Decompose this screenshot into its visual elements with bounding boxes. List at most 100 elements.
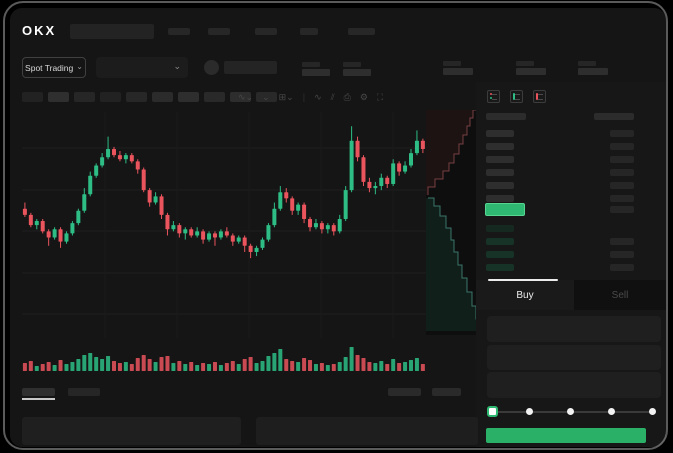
bid-amount-placeholder: [610, 238, 634, 245]
slider-stop-25[interactable]: [526, 408, 534, 415]
stat-value-placeholder: [578, 68, 608, 75]
nav-item-1[interactable]: [168, 28, 190, 35]
toolbar-tab-4[interactable]: [100, 92, 121, 102]
ticker-stat-2: [516, 61, 548, 76]
tab-buy[interactable]: Buy: [476, 280, 574, 310]
mini-stat-1: [302, 62, 332, 76]
pair-dropdown[interactable]: ⌄: [96, 57, 188, 78]
bid-row-4[interactable]: [486, 261, 634, 274]
ask-price-placeholder: [486, 156, 514, 163]
brand-placeholder: [70, 24, 154, 39]
bid-row-3[interactable]: [486, 248, 634, 261]
sell-tab-label: Sell: [611, 289, 629, 301]
okx-trading-app: OKX Spot Trading ⌄ ⌄ ∿⌄ ⌄ ⊞⌄ | ∿ ⫽ ⎙ ⚙ ⛶: [10, 8, 666, 447]
snapshot-icon[interactable]: ⎙: [343, 91, 351, 102]
last-price-row: [485, 203, 634, 216]
slider-stop-75[interactable]: [607, 408, 615, 415]
ask-row-4[interactable]: [486, 166, 634, 179]
stat-label-placeholder: [302, 62, 320, 67]
ask-amount-placeholder: [610, 182, 634, 189]
stat-value-placeholder: [443, 68, 473, 75]
chevron-down-icon: ⌄: [173, 61, 181, 71]
slider-handle[interactable]: [487, 406, 498, 417]
toolbar-tab-8[interactable]: [204, 92, 225, 102]
nav-item-3[interactable]: [255, 28, 277, 35]
toolbar-tab-3[interactable]: [74, 92, 95, 102]
price-column-header: [486, 113, 526, 120]
chevron-down-icon: ⌄: [76, 62, 83, 71]
toolbar-tab-5[interactable]: [126, 92, 147, 102]
toolbar-tab-2[interactable]: [48, 92, 69, 102]
orders-panel-placeholder: [22, 417, 241, 445]
ticker-stat-3: [578, 61, 610, 76]
toolbar-tab-7[interactable]: [178, 92, 199, 102]
ask-rows: [486, 127, 634, 205]
ask-price-placeholder: [486, 143, 514, 150]
tab-sell[interactable]: Sell: [574, 280, 666, 310]
nav-item-2[interactable]: [208, 28, 230, 35]
interval-dropdown-icon[interactable]: ⌄: [262, 91, 270, 102]
amount-slider[interactable]: [487, 406, 657, 417]
ask-amount-placeholder: [610, 130, 634, 137]
nav-item-4[interactable]: [300, 28, 318, 35]
bid-row-2[interactable]: [486, 235, 634, 248]
fullscreen-icon[interactable]: ⛶: [376, 91, 384, 102]
ask-row-1[interactable]: [486, 127, 634, 140]
bids-book-icon[interactable]: [510, 90, 523, 103]
orders-panel-placeholder-2: [256, 417, 478, 445]
chart-style-icon[interactable]: ∿⌄: [238, 91, 254, 102]
toolbar-tab-9[interactable]: [230, 92, 251, 102]
asks-book-icon[interactable]: [533, 90, 546, 103]
indicators-icon[interactable]: ⊞⌄: [278, 91, 294, 102]
stat-value-placeholder: [343, 69, 371, 76]
bid-amount-placeholder: [610, 251, 634, 258]
stat-label-placeholder: [343, 62, 361, 67]
ask-row-6[interactable]: [486, 192, 634, 205]
slider-stop-100[interactable]: [648, 408, 656, 415]
bottom-tab-history[interactable]: [68, 388, 100, 396]
price-chart: [22, 112, 426, 378]
bottom-link-2[interactable]: [432, 388, 461, 396]
bid-price-placeholder: [486, 225, 514, 232]
bid-price-placeholder: [486, 251, 514, 258]
bottom-link-1[interactable]: [388, 388, 421, 396]
separator: |: [302, 92, 306, 102]
pair-icon[interactable]: [204, 60, 219, 75]
ask-row-5[interactable]: [486, 179, 634, 192]
buy-tab-label: Buy: [516, 289, 534, 301]
toolbar-tab-1[interactable]: [22, 92, 43, 102]
depth-chart: [426, 109, 480, 335]
near-ask-amount: [610, 206, 634, 213]
ask-row-3[interactable]: [486, 153, 634, 166]
compare-icon[interactable]: ⫽: [330, 91, 335, 102]
mini-stat-2: [343, 62, 373, 76]
stat-value-placeholder: [302, 69, 330, 76]
active-tab-indicator: [488, 279, 558, 281]
chart-settings-icon[interactable]: ⚙: [359, 91, 368, 102]
bid-row-1[interactable]: [486, 222, 634, 235]
bottom-tab-orders[interactable]: [22, 388, 55, 396]
ask-amount-placeholder: [610, 156, 634, 163]
slider-stop-50[interactable]: [567, 408, 574, 415]
okx-logo: OKX: [22, 23, 57, 38]
combined-book-icon[interactable]: [487, 90, 500, 103]
stat-value-placeholder: [516, 68, 546, 75]
ask-row-2[interactable]: [486, 140, 634, 153]
pair-name-placeholder: [224, 61, 277, 74]
price-input[interactable]: [487, 316, 661, 342]
order-book-panel: Buy Sell: [476, 82, 666, 447]
ask-dot: [490, 93, 492, 95]
ticker-stat-1: [443, 61, 475, 76]
amount-column-header: [594, 113, 634, 120]
amount-input[interactable]: [487, 345, 661, 370]
toolbar-tab-6[interactable]: [152, 92, 173, 102]
bid-amount-placeholder: [610, 264, 634, 271]
line-tool-icon[interactable]: ∿: [314, 91, 322, 102]
market-type-selector[interactable]: Spot Trading ⌄: [22, 57, 86, 78]
toolbar-tab-10[interactable]: [256, 92, 277, 102]
nav-item-5[interactable]: [348, 28, 375, 35]
total-input[interactable]: [487, 372, 661, 398]
stat-label-placeholder: [516, 61, 534, 66]
buy-submit-button[interactable]: [486, 428, 646, 443]
ask-amount-placeholder: [610, 143, 634, 150]
